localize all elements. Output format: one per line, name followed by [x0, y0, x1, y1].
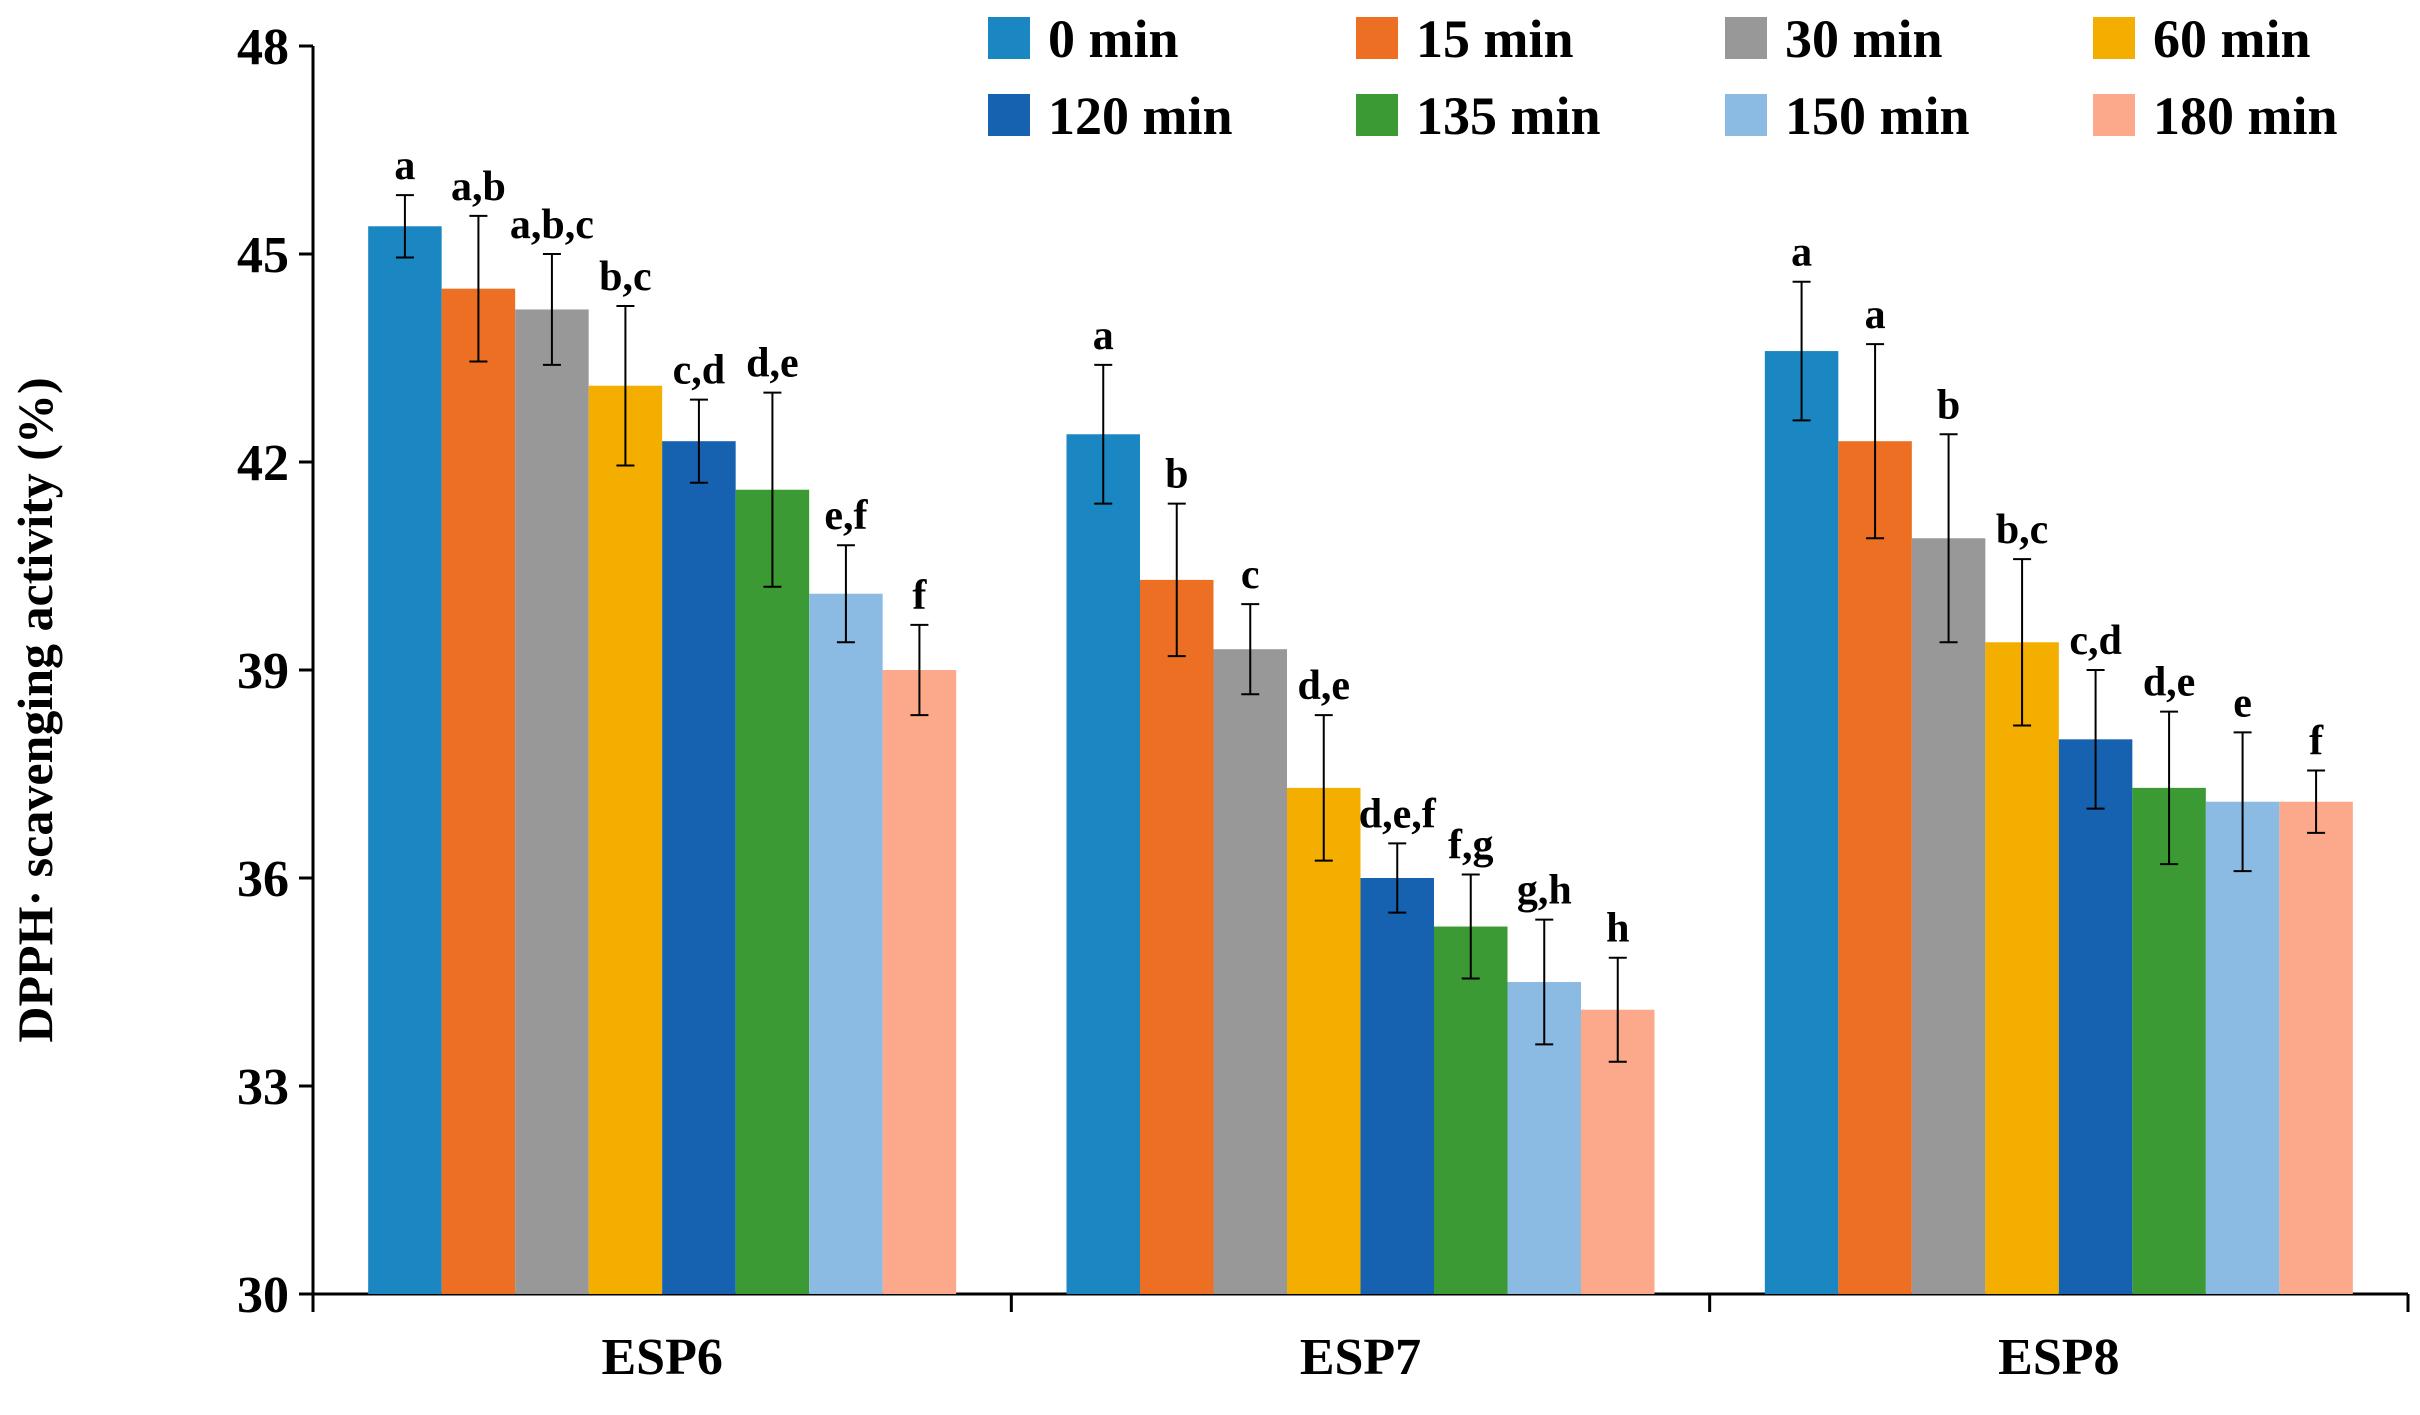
legend-group: 0 min 15 min 30 min 60 min 120 min 135 min 150…: [988, 9, 2338, 146]
bar: [2058, 739, 2133, 1294]
significance-label: b: [1937, 382, 1960, 428]
legend-label: 30 min: [1785, 9, 1943, 69]
bar: [1066, 434, 1140, 1294]
bar: [1838, 441, 1912, 1294]
bar: [368, 226, 442, 1295]
y-tick-label: 36: [237, 851, 289, 908]
y-tick-label: 39: [237, 643, 289, 700]
y-axis-title: DPPH· scavenging activity (%): [7, 377, 63, 1042]
significance-label: e: [2233, 680, 2252, 726]
significance-label: g,h: [1517, 868, 1572, 914]
labels-group: a a,ba,b,cb,cc,d d,ee,ffabcd,ed,e,ff,gg,hh…: [394, 143, 2324, 952]
x-category-label: ESP7: [1300, 1329, 1421, 1386]
significance-label: f: [912, 573, 927, 619]
legend-swatch: [2093, 17, 2135, 59]
legend-swatch: [1725, 94, 1767, 136]
bar: [1287, 787, 1361, 1294]
legend-label: 15 min: [1416, 9, 1574, 69]
significance-label: b: [1165, 452, 1188, 498]
bar: [1434, 926, 1508, 1294]
y-tick-label: 30: [237, 1267, 289, 1324]
significance-label: h: [1606, 906, 1629, 952]
bar: [735, 489, 810, 1294]
significance-label: b,c: [1996, 507, 2049, 553]
legend-label: 150 min: [1785, 86, 1970, 146]
significance-label: f,g: [1448, 823, 1494, 869]
bar: [2132, 787, 2206, 1294]
legend-swatch: [1356, 17, 1398, 59]
legend-swatch: [988, 94, 1030, 136]
y-tick-label: 42: [237, 435, 289, 492]
bar: [441, 288, 516, 1295]
legend-swatch: [1725, 17, 1767, 59]
bar: [1985, 642, 2059, 1294]
legend-swatch: [988, 17, 1030, 59]
legend-label: 135 min: [1416, 86, 1601, 146]
bar: [1213, 649, 1287, 1294]
significance-label: a: [1791, 230, 1812, 276]
bar: [882, 670, 957, 1294]
y-tick-label: 48: [237, 19, 289, 76]
x-category-label: ESP6: [601, 1329, 722, 1386]
significance-label: c,d: [673, 348, 726, 394]
y-tick-label: 33: [237, 1059, 289, 1116]
y-tick-label: 45: [237, 227, 289, 284]
bar: [2279, 801, 2353, 1294]
bar: [588, 385, 663, 1294]
bar: [1360, 878, 1434, 1294]
bar: [809, 593, 883, 1294]
significance-label: a: [1865, 292, 1886, 338]
bar: [2205, 801, 2280, 1294]
significance-label: f: [2309, 719, 2324, 765]
bar: [662, 441, 736, 1294]
bar: [1764, 351, 1839, 1295]
significance-label: d,e: [2143, 660, 2196, 706]
significance-label: c: [1241, 552, 1260, 598]
legend-label: 0 min: [1048, 9, 1179, 69]
significance-label: a: [394, 143, 415, 189]
significance-label: e,f: [824, 493, 868, 539]
legend-swatch: [1356, 94, 1398, 136]
axes-group: 30 33 36 39 42 45 48 DPPH· scavenging activity …: [7, 19, 2410, 1386]
legend-swatch: [2093, 94, 2135, 136]
significance-label: c,d: [2069, 618, 2122, 664]
significance-label: a,b: [451, 164, 506, 210]
significance-label: d,e: [1298, 663, 1351, 709]
x-category-label: ESP8: [1998, 1329, 2119, 1386]
bar: [515, 309, 589, 1294]
bar: [1140, 579, 1214, 1294]
significance-label: d,e: [746, 341, 799, 387]
significance-label: b,c: [599, 254, 652, 300]
legend-label: 120 min: [1048, 86, 1233, 146]
bars-group: [368, 194, 2353, 1295]
significance-label: a,b,c: [510, 202, 594, 248]
legend-label: 60 min: [2153, 9, 2311, 69]
legend-label: 180 min: [2153, 86, 2338, 146]
significance-label: a: [1093, 313, 1114, 359]
bar: [1911, 538, 1986, 1294]
significance-label: d,e,f: [1359, 791, 1437, 837]
